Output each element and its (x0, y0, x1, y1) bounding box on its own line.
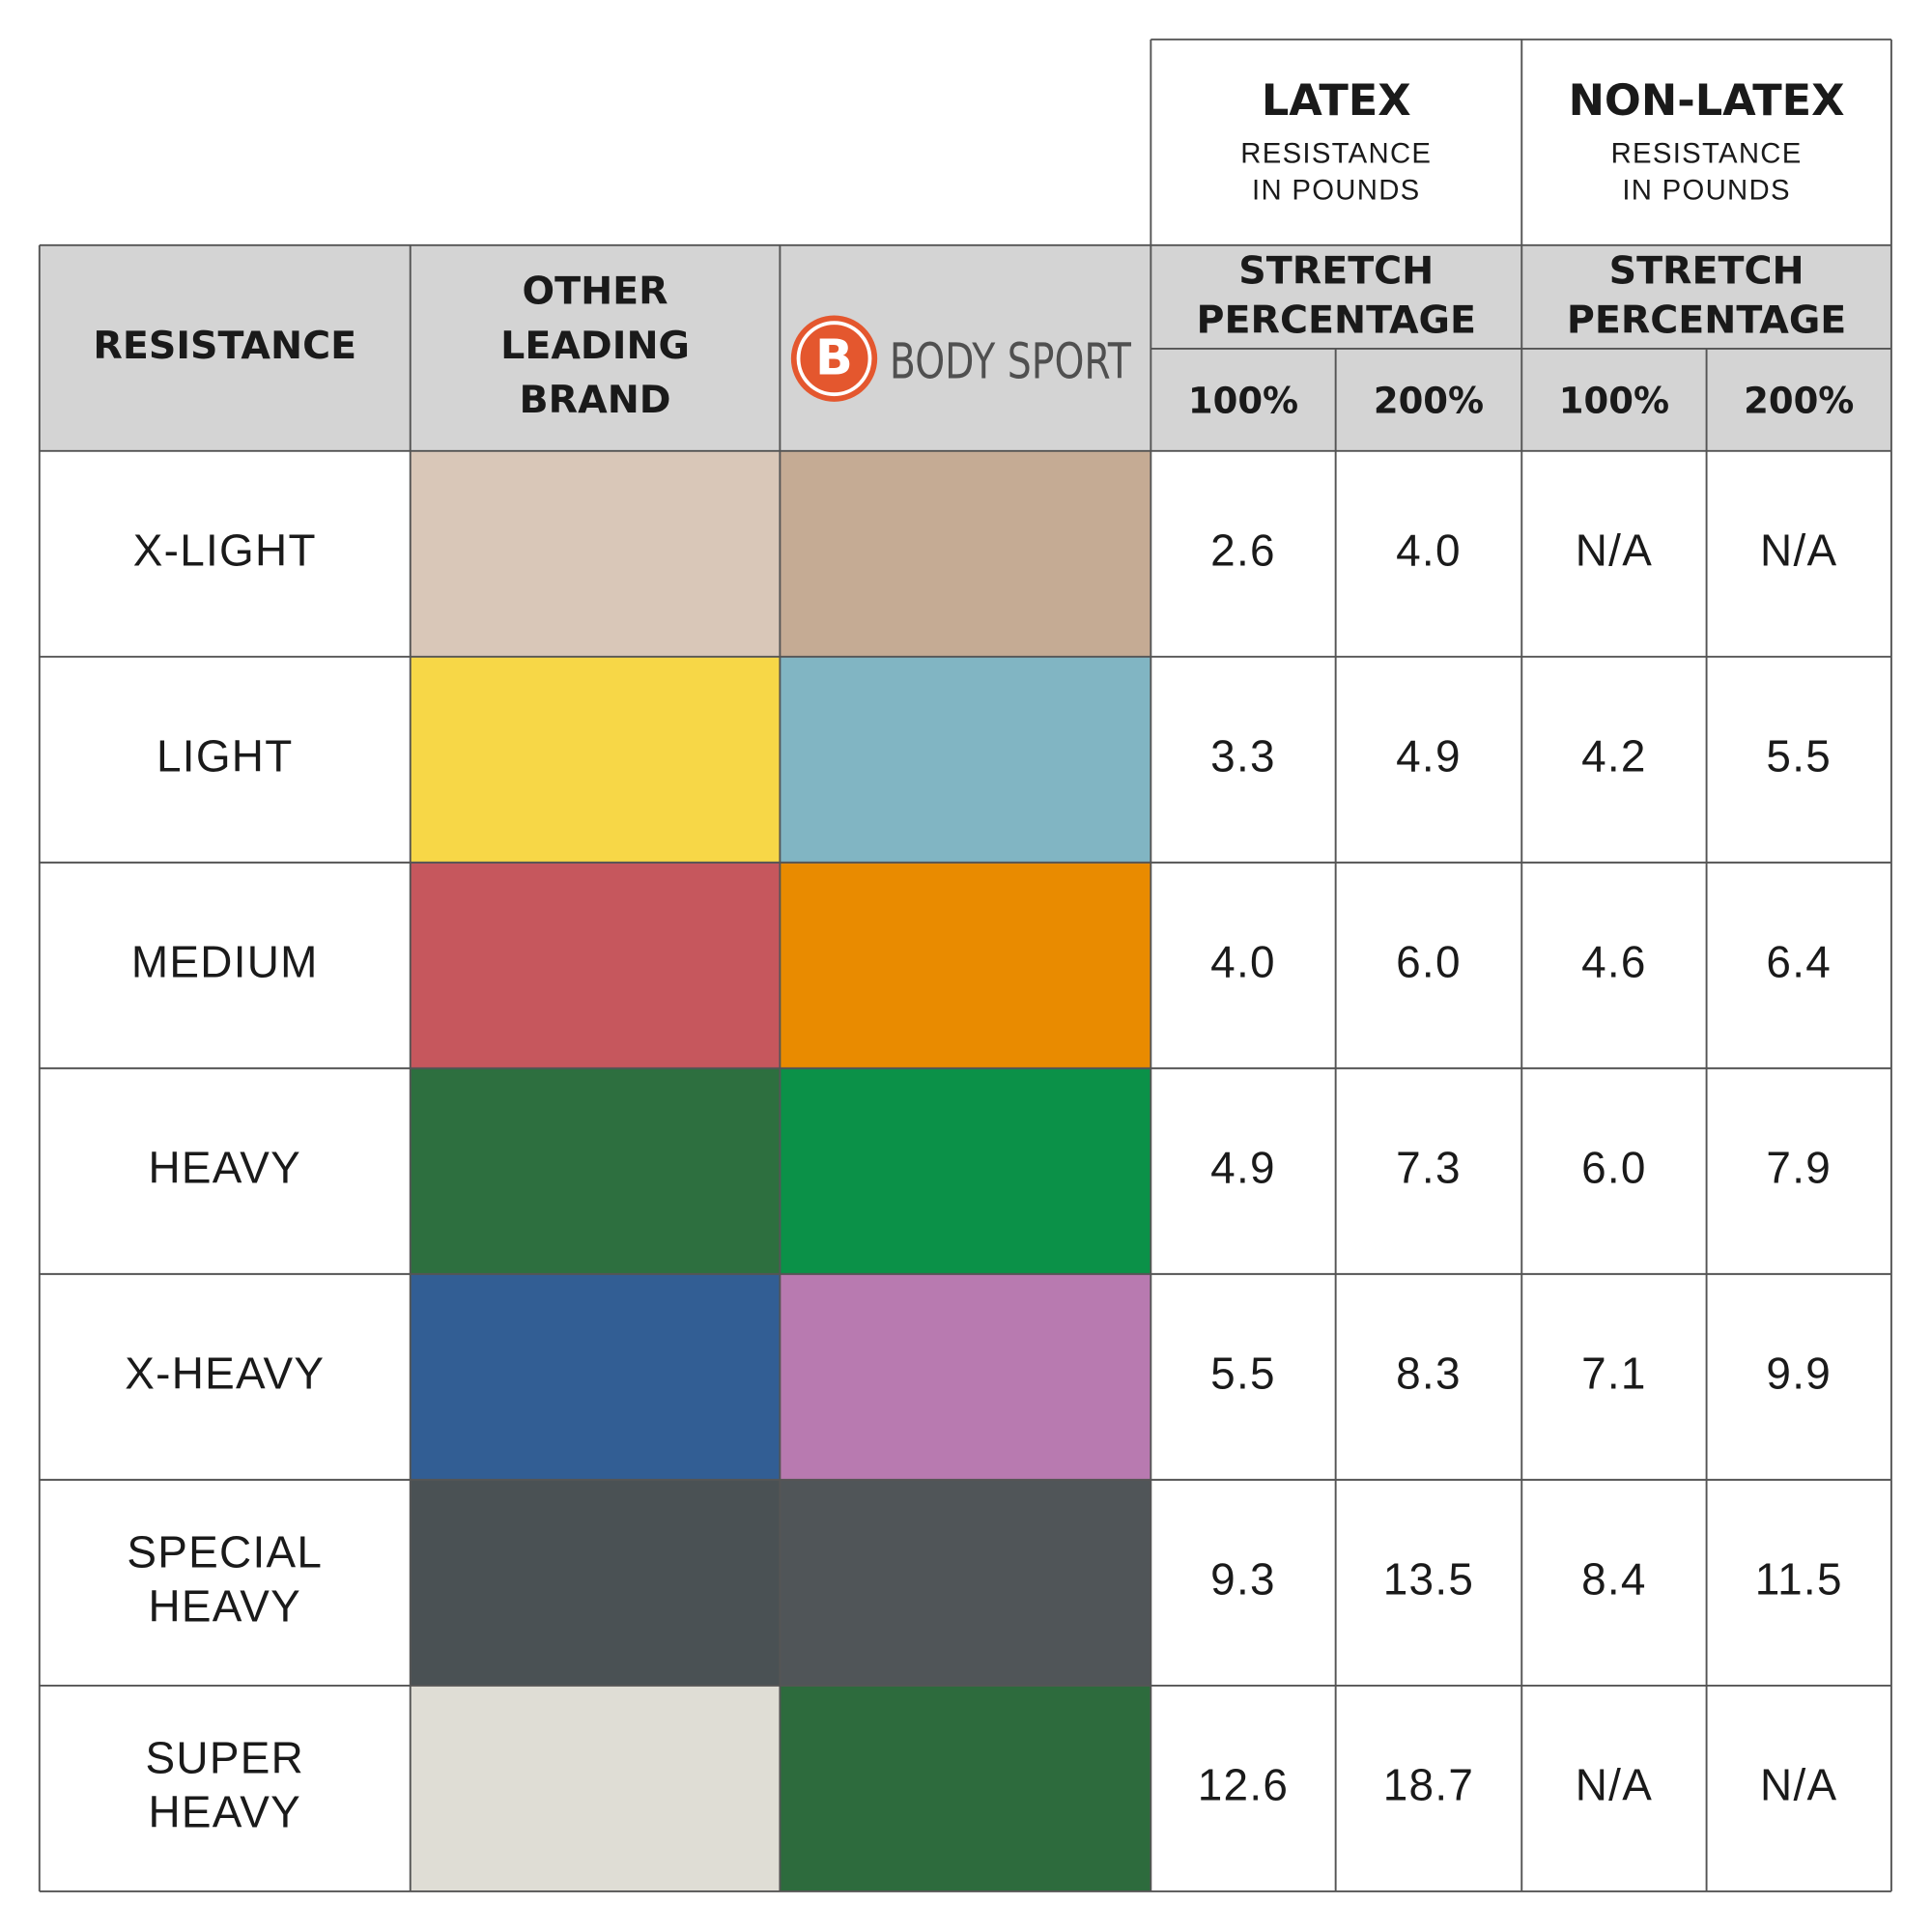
bodysport-swatch (780, 450, 1151, 657)
bodysport-swatch (780, 1067, 1151, 1274)
column-header: 200% (1374, 381, 1484, 422)
resistance-value: N/A (1760, 525, 1837, 575)
resistance-label: HEAVY (148, 1142, 301, 1192)
other-brand-swatch (410, 450, 781, 657)
resistance-label: MEDIUM (131, 936, 319, 986)
logo-ring (790, 315, 878, 402)
stretch-header: STRETCH (1609, 249, 1804, 294)
group-title: NON-LATEX (1569, 75, 1845, 126)
resistance-value: 8.3 (1396, 1349, 1462, 1399)
resistance-value: 6.0 (1581, 1142, 1647, 1192)
other-brand-swatch (410, 862, 781, 1068)
resistance-value: 4.2 (1581, 730, 1647, 781)
resistance-value: 12.6 (1198, 1760, 1289, 1810)
column-header: 100% (1559, 381, 1669, 422)
resistance-header: RESISTANCE (93, 324, 356, 368)
other-brand-swatch (410, 1685, 781, 1891)
resistance-value: 8.4 (1581, 1554, 1647, 1605)
resistance-value: 5.5 (1210, 1349, 1276, 1399)
other-brand-swatch (410, 1479, 781, 1686)
resistance-value: N/A (1576, 1760, 1653, 1810)
resistance-value: 13.5 (1383, 1554, 1474, 1605)
other-brand-header: BRAND (520, 378, 671, 422)
other-brand-header: OTHER (523, 270, 668, 314)
resistance-value: 4.9 (1210, 1142, 1276, 1192)
group-title: LATEX (1262, 75, 1411, 126)
bodysport-swatch (780, 656, 1151, 863)
resistance-value: 3.3 (1210, 730, 1276, 781)
resistance-value: 18.7 (1383, 1760, 1474, 1810)
resistance-value: 6.0 (1396, 936, 1462, 986)
group-subtitle: IN POUNDS (1252, 175, 1420, 207)
resistance-value: 4.9 (1396, 730, 1462, 781)
logo-name: BODY SPORT (890, 334, 1132, 391)
resistance-value: 4.0 (1396, 525, 1462, 575)
bodysport-swatch (780, 1479, 1151, 1686)
resistance-value: 9.9 (1766, 1349, 1832, 1399)
resistance-value: 9.3 (1210, 1554, 1276, 1605)
logo-mark: B (815, 330, 853, 387)
column-header: 200% (1744, 381, 1854, 422)
resistance-label: LIGHT (156, 730, 294, 781)
bodysport-swatch (780, 862, 1151, 1068)
column-header: 100% (1188, 381, 1298, 422)
resistance-value: 7.3 (1396, 1142, 1462, 1192)
resistance-value: N/A (1576, 525, 1653, 575)
bodysport-swatch (780, 1685, 1151, 1891)
resistance-value: 6.4 (1766, 936, 1832, 986)
group-subtitle: RESISTANCE (1240, 137, 1432, 169)
other-brand-swatch (410, 1067, 781, 1274)
other-brand-swatch (410, 1273, 781, 1480)
resistance-value: 4.0 (1210, 936, 1276, 986)
resistance-value: 11.5 (1755, 1554, 1843, 1605)
other-brand-swatch (410, 656, 781, 863)
resistance-value: 7.1 (1581, 1349, 1647, 1399)
resistance-value: 2.6 (1210, 525, 1276, 575)
other-brand-header: LEADING (500, 324, 690, 368)
stretch-header: PERCENTAGE (1197, 298, 1476, 343)
resistance-label: SPECIAL (127, 1526, 323, 1577)
resistance-label: HEAVY (148, 1581, 301, 1632)
resistance-value: N/A (1760, 1760, 1837, 1810)
resistance-label: SUPER (146, 1732, 305, 1782)
logo-inner (796, 321, 872, 397)
resistance-label: X-HEAVY (125, 1349, 325, 1399)
resistance-value: 4.6 (1581, 936, 1647, 986)
group-subtitle: IN POUNDS (1622, 175, 1790, 207)
resistance-label: X-LIGHT (133, 525, 317, 575)
bodysport-swatch (780, 1273, 1151, 1480)
resistance-value: 5.5 (1766, 730, 1832, 781)
stretch-header: STRETCH (1238, 249, 1434, 294)
stretch-header: PERCENTAGE (1567, 298, 1846, 343)
resistance-value: 7.9 (1766, 1142, 1832, 1192)
resistance-label: HEAVY (148, 1787, 301, 1837)
group-subtitle: RESISTANCE (1611, 137, 1803, 169)
